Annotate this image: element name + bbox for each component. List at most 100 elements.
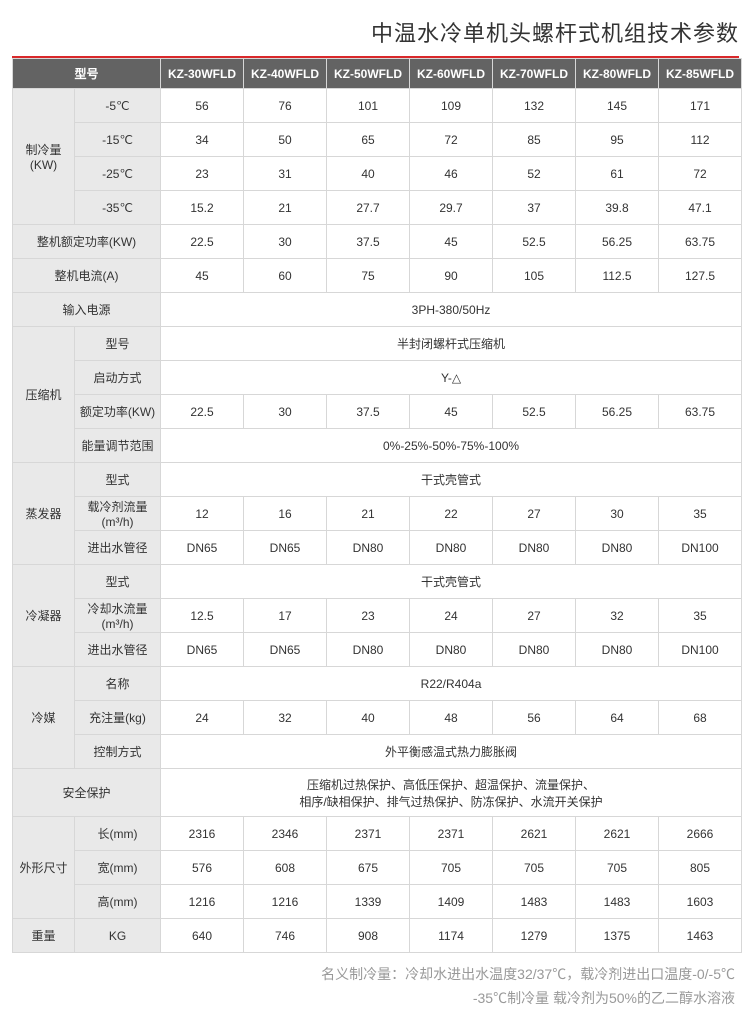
cell: DN80: [327, 633, 410, 667]
cell: 76: [244, 89, 327, 123]
cell: 30: [244, 395, 327, 429]
cell: DN80: [410, 531, 493, 565]
cell: 21: [327, 497, 410, 531]
condenser-flow-label: 冷却水流量(m³/h): [75, 599, 161, 633]
compressor-row: 能量调节范围 0%-25%-50%-75%-100%: [13, 429, 742, 463]
col-model: KZ-85WFLD: [659, 59, 742, 89]
cell: 171: [659, 89, 742, 123]
cooling-row: 制冷量(KW) -5℃ 5676101109132145171: [13, 89, 742, 123]
cell: 22: [410, 497, 493, 531]
cell: 15.2: [161, 191, 244, 225]
cell: 1174: [410, 919, 493, 953]
refrigerant-group-label: 冷媒: [13, 667, 75, 769]
compressor-adjust-label: 能量调节范围: [75, 429, 161, 463]
cell: 64: [576, 701, 659, 735]
cell: DN100: [659, 531, 742, 565]
cell: 52.5: [493, 395, 576, 429]
cell: 705: [493, 851, 576, 885]
dim-length-label: 长(mm): [75, 817, 161, 851]
safety-line1: 压缩机过热保护、高低压保护、超温保护、流量保护、: [307, 778, 595, 792]
safety-value: 压缩机过热保护、高低压保护、超温保护、流量保护、 相序/缺相保护、排气过热保护、…: [161, 769, 742, 817]
cell: 65: [327, 123, 410, 157]
power-supply-value: 3PH-380/50Hz: [161, 293, 742, 327]
condenser-type-value: 干式壳管式: [161, 565, 742, 599]
cell: DN100: [659, 633, 742, 667]
cell: 109: [410, 89, 493, 123]
cell: 60: [244, 259, 327, 293]
cooling-temp-label: -35℃: [75, 191, 161, 225]
cell: 24: [410, 599, 493, 633]
col-model: KZ-50WFLD: [327, 59, 410, 89]
cell: 21: [244, 191, 327, 225]
cell: 112: [659, 123, 742, 157]
cell: 37.5: [327, 225, 410, 259]
compressor-start-value: Y-△: [161, 361, 742, 395]
cell: 45: [410, 395, 493, 429]
compressor-adjust-value: 0%-25%-50%-75%-100%: [161, 429, 742, 463]
cell: 30: [576, 497, 659, 531]
cell: 24: [161, 701, 244, 735]
cell: 52: [493, 157, 576, 191]
cell: 63.75: [659, 395, 742, 429]
cell: 12.5: [161, 599, 244, 633]
cell: 56.25: [576, 225, 659, 259]
evaporator-type-value: 干式壳管式: [161, 463, 742, 497]
rated-current-row: 整机电流(A) 45607590105112.5127.5: [13, 259, 742, 293]
evaporator-group-label: 蒸发器: [13, 463, 75, 565]
cell: 52.5: [493, 225, 576, 259]
evaporator-pipe-label: 进出水管径: [75, 531, 161, 565]
evaporator-type-label: 型式: [75, 463, 161, 497]
cell: 23: [327, 599, 410, 633]
cell: 145: [576, 89, 659, 123]
weight-group-label: 重量: [13, 919, 75, 953]
cell: 32: [244, 701, 327, 735]
col-model: KZ-70WFLD: [493, 59, 576, 89]
evaporator-row: 载冷剂流量(m³/h) 12162122273035: [13, 497, 742, 531]
cell: 37: [493, 191, 576, 225]
cell: 101: [327, 89, 410, 123]
footer-line1: 名义制冷量：冷却水进出水温度32/37℃，载冷剂进出口温度-0/-5℃: [16, 963, 735, 987]
cell: 56.25: [576, 395, 659, 429]
cell: 56: [493, 701, 576, 735]
cell: 27: [493, 497, 576, 531]
cell: 72: [410, 123, 493, 157]
safety-line2: 相序/缺相保护、排气过热保护、防冻保护、水流开关保护: [299, 795, 602, 809]
col-model: KZ-40WFLD: [244, 59, 327, 89]
cell: DN80: [493, 633, 576, 667]
refrigerant-row: 控制方式 外平衡感温式热力膨胀阀: [13, 735, 742, 769]
cell: 37.5: [327, 395, 410, 429]
rated-current-label: 整机电流(A): [13, 259, 161, 293]
cell: 1216: [161, 885, 244, 919]
condenser-pipe-label: 进出水管径: [75, 633, 161, 667]
rated-power-row: 整机额定功率(KW) 22.53037.54552.556.2563.75: [13, 225, 742, 259]
rated-power-label: 整机额定功率(KW): [13, 225, 161, 259]
weight-unit: KG: [75, 919, 161, 953]
compressor-type-value: 半封闭螺杆式压缩机: [161, 327, 742, 361]
cell: 1483: [576, 885, 659, 919]
cell: 95: [576, 123, 659, 157]
cell: 27: [493, 599, 576, 633]
dim-height-label: 高(mm): [75, 885, 161, 919]
evaporator-row: 蒸发器 型式 干式壳管式: [13, 463, 742, 497]
power-supply-label: 输入电源: [13, 293, 161, 327]
cell: 608: [244, 851, 327, 885]
footer-line2: -35℃制冷量 载冷剂为50%的乙二醇水溶液: [16, 987, 735, 1011]
cell: 1463: [659, 919, 742, 953]
cell: DN80: [493, 531, 576, 565]
compressor-row: 额定功率(KW) 22.53037.54552.556.2563.75: [13, 395, 742, 429]
cell: 2316: [161, 817, 244, 851]
cell: 90: [410, 259, 493, 293]
cell: 675: [327, 851, 410, 885]
refrigerant-row: 冷媒 名称 R22/R404a: [13, 667, 742, 701]
cell: 45: [161, 259, 244, 293]
condenser-row: 进出水管径 DN65DN65DN80DN80DN80DN80DN100: [13, 633, 742, 667]
evaporator-flow-label: 载冷剂流量(m³/h): [75, 497, 161, 531]
refrigerant-charge-label: 充注量(kg): [75, 701, 161, 735]
cell: 61: [576, 157, 659, 191]
compressor-row: 启动方式 Y-△: [13, 361, 742, 395]
dim-group-label: 外形尺寸: [13, 817, 75, 919]
cell: 1603: [659, 885, 742, 919]
cell: 68: [659, 701, 742, 735]
page-title: 中温水冷单机头螺杆式机组技术参数: [12, 10, 739, 56]
compressor-group-label: 压缩机: [13, 327, 75, 463]
